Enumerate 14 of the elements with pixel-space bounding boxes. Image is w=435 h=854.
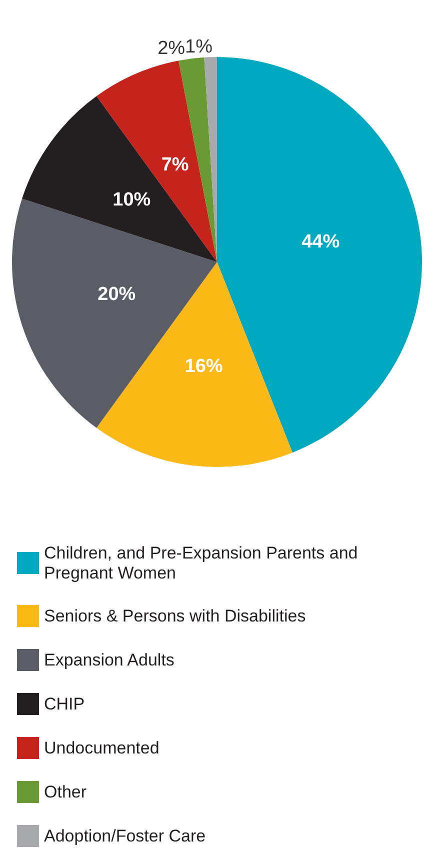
legend-label: Other [44, 782, 87, 802]
legend-label: Undocumented [44, 738, 160, 758]
data-label: 20% [98, 284, 136, 306]
data-label: 7% [161, 154, 189, 176]
data-label: 1% [185, 36, 213, 58]
data-label: 16% [184, 356, 223, 378]
legend-label: Adoption/Foster Care [44, 826, 206, 846]
legend-label: Children, and Pre-Expansion Parents and Pregnant Women [44, 544, 362, 582]
data-label: 2% [158, 38, 186, 60]
legend-label: Seniors & Persons with Disabilities [44, 606, 306, 626]
legend-label: Expansion Adults [44, 650, 174, 670]
data-label: 10% [112, 189, 151, 210]
data-label: 44% [302, 232, 340, 253]
legend-label: CHIP [44, 694, 85, 714]
